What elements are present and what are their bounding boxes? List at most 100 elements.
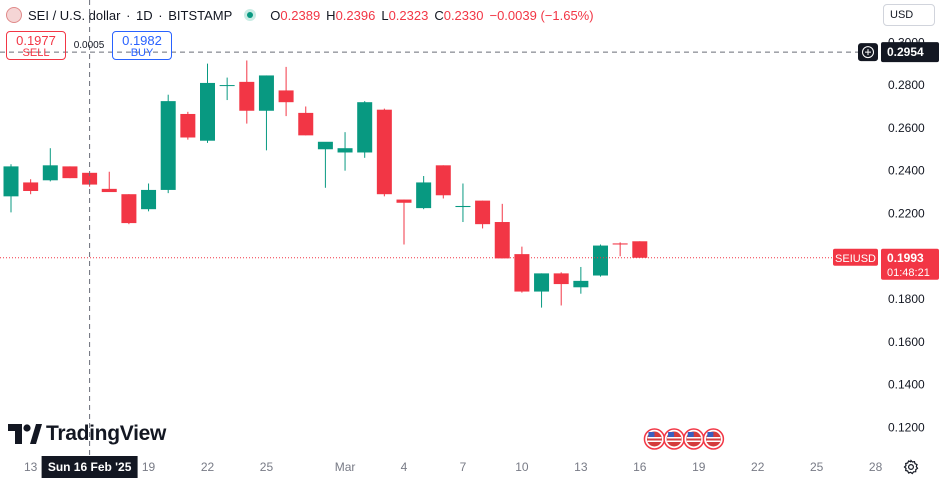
tradingview-logo[interactable]: TradingView [8,422,166,446]
interval[interactable]: 1D [136,7,153,23]
candle [3,164,19,213]
candle-body [376,109,392,195]
candle [514,246,530,293]
candle-body [494,222,510,259]
candle-body [632,241,648,258]
candle [101,171,117,193]
candle-body [298,112,314,136]
x-tick-label: 7 [460,460,467,474]
economic-events[interactable] [643,428,725,450]
candle-body [396,199,412,203]
flag-stripe [686,437,701,439]
x-tick-label: 19 [142,460,156,474]
x-tick-label: 25 [260,460,274,474]
candle-body [416,182,432,209]
candle-body [475,200,491,225]
open-label: O [270,7,281,23]
candle-body [23,182,39,191]
settings-gear-icon[interactable] [903,459,919,475]
x-tick-label: 10 [515,460,529,474]
candle-body [357,102,373,153]
us-flag-event-icon[interactable] [683,428,705,450]
candle [219,77,235,101]
candle [160,94,176,194]
flag-stripe [667,440,682,442]
candle-body [219,85,235,87]
candle-body [258,75,274,111]
y-tick-label: 0.2400 [888,164,925,178]
close-value: 0.2330 [443,7,484,23]
candle [23,179,39,195]
symbol-header: SEI / U.S. dollar · 1D · BITSTAMP O 0.238… [6,6,594,24]
candle-body [101,188,117,193]
candle [298,106,314,136]
buy-label: BUY [130,47,154,59]
market-status-icon[interactable] [244,9,257,21]
candle [121,194,137,225]
candle [141,183,157,212]
candle-body [612,243,628,245]
y-tick-label: 0.1400 [888,378,925,392]
candle-body [593,245,608,276]
candle [593,244,608,277]
x-tick-label: 22 [751,460,765,474]
brand-name: TradingView [46,422,167,445]
us-flag-event-icon[interactable] [663,428,685,450]
candle-body [553,273,569,285]
candle-body [455,205,471,208]
buy-button[interactable]: 0.1982 BUY [112,31,172,60]
candle [180,111,196,140]
symbol-name[interactable]: SEI / U.S. dollar [28,7,121,23]
us-flag-event-icon[interactable] [702,428,725,450]
flag-stripe [667,437,682,439]
crosshair-date-label: Sun 16 Feb '25 [48,460,132,474]
open-value: 0.2389 [280,7,321,23]
sell-label: SELL [22,47,50,59]
candle [416,176,432,210]
candle [337,132,353,171]
y-tick-label: 0.2600 [888,121,925,135]
x-tick-label: 25 [810,460,824,474]
candle-body [180,113,196,138]
close-label: C [434,7,444,23]
candle [42,148,58,182]
y-tick-label: 0.2200 [888,206,925,220]
flag-stripe [706,437,721,439]
candle-body [337,148,353,153]
candle [632,241,648,258]
candles [3,60,648,308]
candle-body [121,194,137,224]
candle [317,141,333,188]
trade-panel: 0.1977 SELL 0.0005 0.1982 BUY [6,31,172,60]
candle-body [573,280,589,288]
sei-logo-icon [6,7,22,23]
flag-canton [668,432,675,437]
flag-canton [687,432,694,437]
crosshair-date-bg [41,456,138,478]
x-tick-label: 13 [574,460,588,474]
candle [494,203,510,259]
candle-body [141,189,157,210]
currency-selector[interactable]: USD [883,4,935,26]
flag-stripe [686,440,701,442]
add-alert-icon[interactable] [858,43,878,62]
flag-stripe [647,437,662,439]
high-value: 0.2396 [335,7,376,23]
countdown-label: 01:48:21 [887,267,930,279]
x-tick-label: 4 [401,460,408,474]
time-axis: 13 19 22 25 Mar 4 7 10 13 16 19 22 25 28 [24,460,883,474]
candle [239,60,255,124]
us-flag-event-icon[interactable] [643,428,666,450]
candle [612,242,628,257]
candle [396,199,412,245]
flag-stripe [706,440,721,442]
candle-body [3,166,19,197]
candle [200,63,215,143]
x-tick-label: 16 [633,460,647,474]
sell-button[interactable]: 0.1977 SELL [6,31,66,60]
spread-value: 0.0005 [73,40,105,51]
y-tick-label: 0.1200 [888,420,925,434]
candle-body [82,172,98,185]
high-label: H [326,7,336,23]
